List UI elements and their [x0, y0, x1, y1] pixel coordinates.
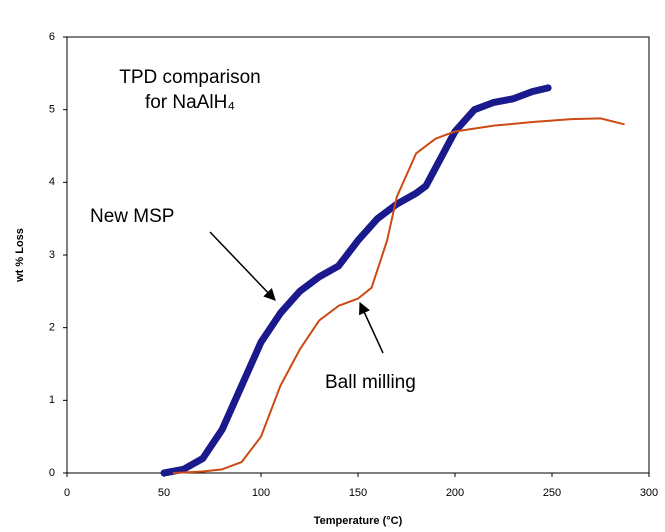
x-tick-label: 0: [64, 487, 70, 499]
y-tick-label: 6: [49, 31, 55, 43]
y-tick-label: 2: [49, 322, 55, 334]
x-tick-label: 100: [252, 487, 270, 499]
x-tick-label: 150: [349, 487, 367, 499]
chart-title: for NaAlH₄: [145, 92, 235, 113]
x-tick-label: 50: [158, 487, 170, 499]
arrow: [209, 231, 276, 301]
chart-title: TPD comparison: [119, 67, 261, 88]
y-tick-label: 4: [49, 176, 55, 188]
x-tick-label: 300: [640, 487, 658, 499]
annotation: New MSP: [90, 206, 174, 227]
x-tick-label: 200: [446, 487, 464, 499]
data-line: [160, 84, 552, 477]
annotation: Ball milling: [325, 372, 416, 393]
x-tick-label: 250: [543, 487, 561, 499]
y-tick-label: 0: [49, 467, 55, 479]
data-line: [172, 117, 625, 474]
arrow: [359, 301, 384, 354]
x-axis-title: Temperature (°C): [314, 515, 403, 527]
y-tick-label: 5: [49, 104, 55, 116]
y-tick-label: 3: [49, 249, 55, 261]
y-tick-label: 1: [49, 394, 55, 406]
y-axis-title: wt % Loss: [14, 228, 26, 283]
